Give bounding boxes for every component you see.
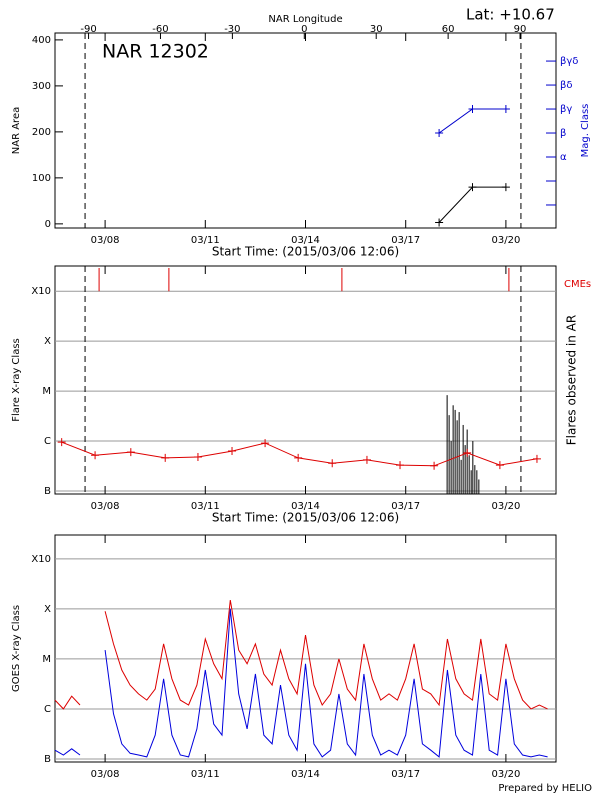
point-marker [468, 183, 477, 192]
point-marker [495, 461, 504, 470]
point-marker [91, 451, 100, 460]
x2-tick-label: -90 [80, 24, 96, 35]
y-tick-label: X [44, 604, 51, 615]
x-tick-label: 03/11 [191, 769, 220, 780]
x-tick-label: 03/14 [291, 501, 320, 512]
y-axis-label: Flare X-ray Class [11, 338, 22, 422]
y-tick-label: X10 [31, 554, 51, 565]
y-tick-label: 200 [32, 127, 51, 138]
point-marker [193, 452, 202, 461]
point-marker [57, 438, 66, 447]
y2-tick-label: β [560, 128, 566, 139]
latitude-annotation: Lat: +10.67 [466, 6, 555, 24]
point-marker [435, 129, 444, 138]
x-tick-label: 03/17 [391, 769, 420, 780]
point-marker [294, 453, 303, 462]
series-line [54, 748, 81, 756]
plot-frame [54, 534, 557, 763]
x-tick-label: 03/11 [191, 235, 220, 246]
plot-frame [54, 265, 557, 495]
y-tick-label: 300 [32, 81, 51, 92]
y-tick-label: 100 [32, 173, 51, 184]
y2-axis-label: Mag. Class [580, 104, 591, 158]
point-marker [501, 183, 510, 192]
point-marker [468, 105, 477, 114]
point-marker [328, 459, 337, 468]
y-tick-label: C [44, 704, 51, 715]
x2-axis-label: NAR Longitude [268, 14, 342, 25]
series-line [104, 600, 548, 710]
panel-title: NAR 12302 [102, 41, 209, 63]
y-tick-label: X [44, 336, 51, 347]
point-marker [430, 461, 439, 470]
x2-tick-label: 30 [370, 24, 383, 35]
x-tick-label: 03/20 [491, 769, 520, 780]
y2-tick-label: βγδ [560, 56, 578, 67]
x-axis-label: Start Time: (2015/03/06 12:06) [212, 245, 399, 259]
y-tick-label: 0 [45, 219, 51, 230]
y-tick-label: X10 [31, 286, 51, 297]
x-tick-label: 03/17 [391, 235, 420, 246]
y-tick-label: M [42, 654, 51, 665]
y-tick-label: 400 [32, 35, 51, 46]
y-tick-label: B [44, 486, 51, 497]
x-tick-label: 03/17 [391, 501, 420, 512]
x-tick-label: 03/11 [191, 501, 220, 512]
point-marker [532, 454, 541, 463]
y-axis-label: GOES X-ray Class [11, 605, 22, 692]
series-line [61, 441, 538, 467]
y-tick-label: B [44, 754, 51, 765]
x2-tick-label: -60 [152, 24, 168, 35]
y-axis-label: NAR Area [11, 107, 22, 154]
point-marker [228, 447, 237, 456]
series-line [438, 186, 506, 223]
x-tick-label: 03/08 [91, 501, 120, 512]
x-tick-label: 03/14 [291, 769, 320, 780]
x-tick-label: 03/20 [491, 501, 520, 512]
cme-label: CMEs [564, 279, 591, 290]
footer: Prepared by HELIO [498, 783, 592, 794]
point-marker [463, 448, 472, 457]
series-line [104, 608, 548, 758]
x2-tick-label: 90 [514, 24, 527, 35]
y-tick-label: M [42, 386, 51, 397]
point-marker [362, 455, 371, 464]
y2-tick-label: βδ [560, 80, 573, 91]
x-tick-label: 03/08 [91, 235, 120, 246]
point-marker [261, 439, 270, 448]
point-marker [435, 218, 444, 227]
x2-tick-label: -30 [224, 24, 240, 35]
x-tick-label: 03/08 [91, 769, 120, 780]
y2-axis-label: Flares observed in AR [565, 315, 579, 445]
point-marker [126, 448, 135, 457]
x-tick-label: 03/14 [291, 235, 320, 246]
x-tick-label: 03/20 [491, 235, 520, 246]
y2-tick-label: α [560, 152, 567, 163]
point-marker [396, 461, 405, 470]
y-tick-label: C [44, 436, 51, 447]
x2-tick-label: 60 [442, 24, 455, 35]
point-marker [161, 453, 170, 462]
point-marker [501, 105, 510, 114]
x-axis-label: Start Time: (2015/03/06 12:06) [212, 511, 399, 525]
y2-tick-label: βγ [560, 104, 572, 115]
series-line [54, 695, 81, 710]
x2-tick-label: 0 [301, 24, 307, 35]
